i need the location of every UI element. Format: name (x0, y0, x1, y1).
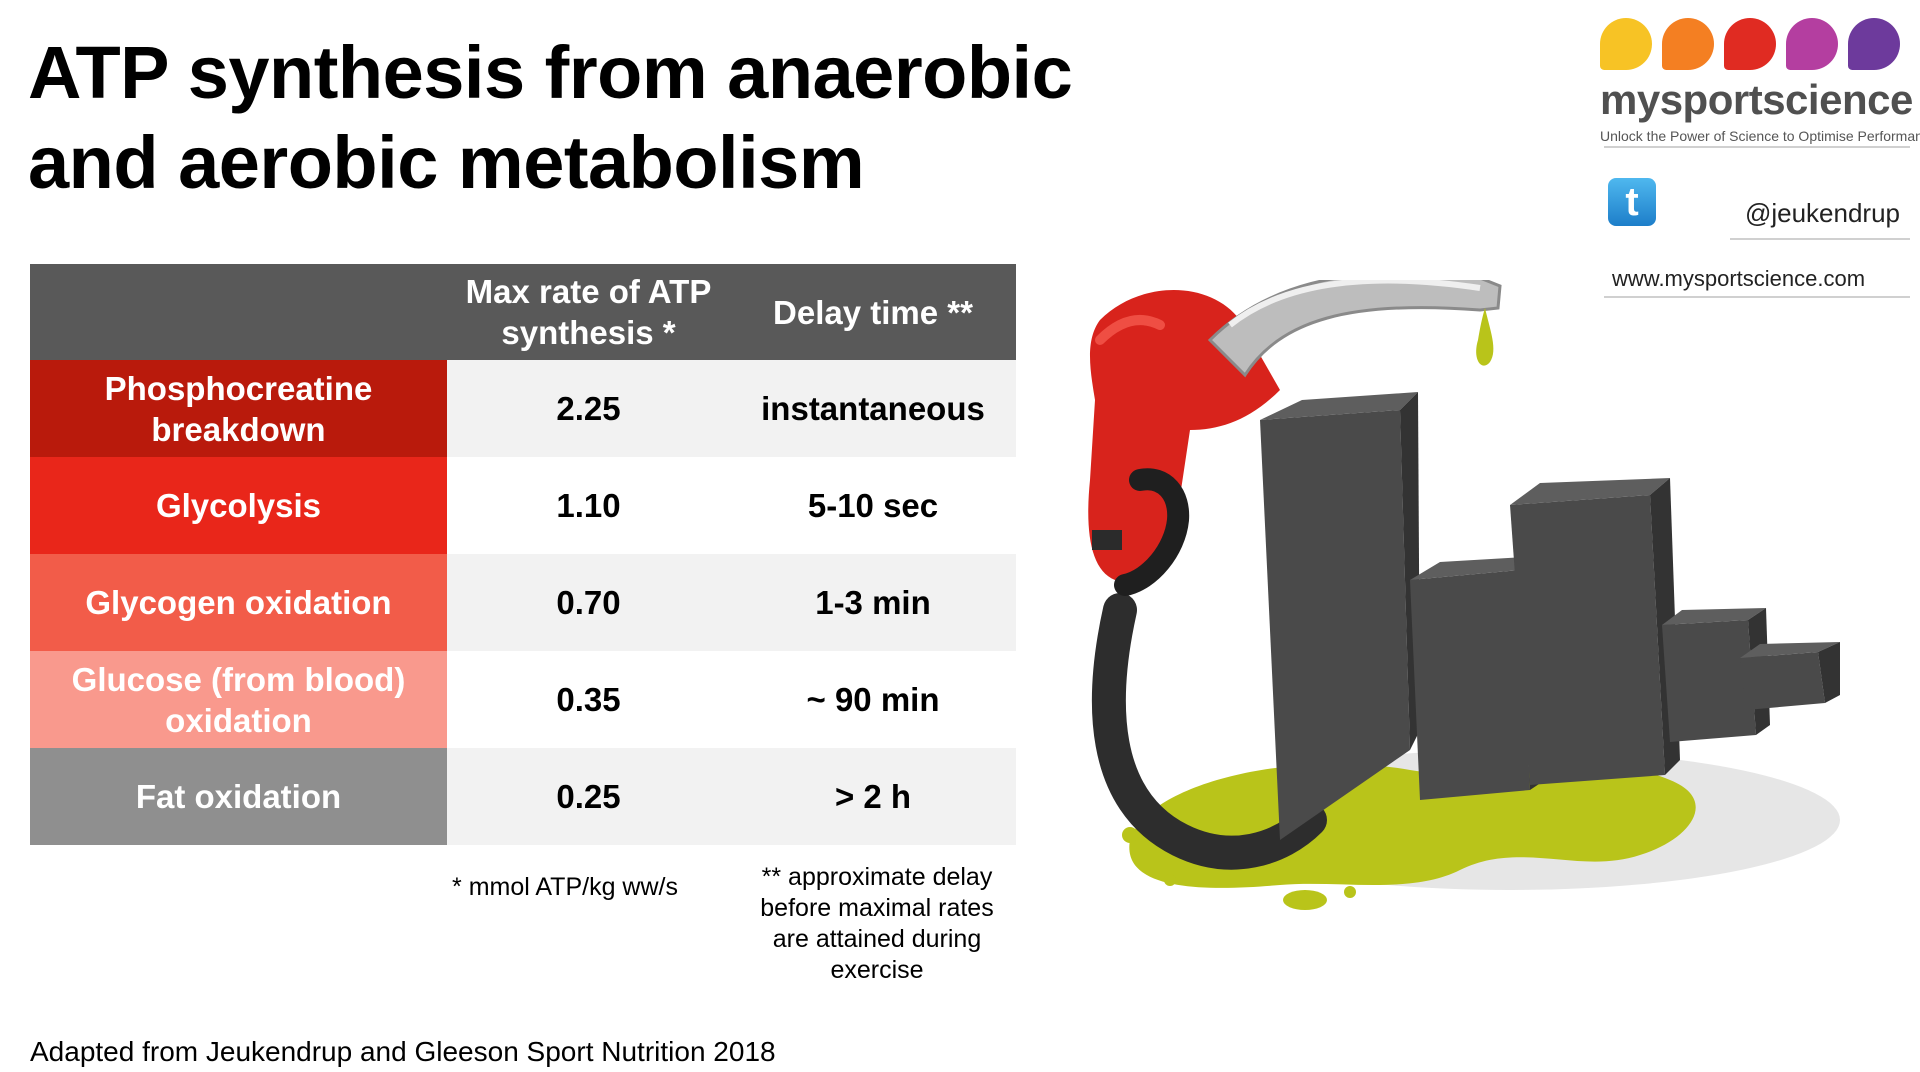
row-label-line1: Glycogen oxidation (85, 584, 392, 621)
fuel-droplet (1283, 890, 1327, 910)
header-empty-cell (30, 264, 447, 360)
nozzle-trigger (1114, 468, 1190, 596)
delay-footnote-line2: before maximal rates (760, 894, 994, 922)
rate-cell: 0.70 (447, 554, 730, 651)
logo-drop-orange (1662, 18, 1714, 70)
row-label-line1: Glucose (from blood) (71, 660, 406, 698)
header-max-rate-line1: Max rate of ATP (465, 273, 712, 310)
logo-drop-purple (1848, 18, 1900, 70)
atp-synthesis-table: Max rate of ATP synthesis * Delay time *… (30, 264, 1016, 845)
row-label-glucose-oxidation: Glucose (from blood) oxidation (30, 651, 447, 748)
delay-cell: 5-10 sec (730, 457, 1016, 554)
delay-cell: ~ 90 min (730, 651, 1016, 748)
table-row: Glycolysis 1.10 5-10 sec (30, 457, 1016, 554)
title-line-1: ATP synthesis from anaerobic (28, 31, 1073, 114)
row-label-line2: oxidation (165, 701, 312, 739)
table-row: Phosphocreatine breakdown 2.25 instantan… (30, 360, 1016, 457)
fuel-drip (1476, 308, 1494, 366)
twitter-icon[interactable]: t (1608, 178, 1656, 226)
twitter-handle-row[interactable]: t @jeukendrup (1608, 178, 1908, 228)
logo-drops (1600, 18, 1910, 70)
logo-drop-magenta (1786, 18, 1838, 70)
rate-cell: 1.10 (447, 457, 730, 554)
delay-cell: instantaneous (730, 360, 1016, 457)
row-label-line1: Glycolysis (155, 487, 322, 524)
header-max-rate-line2: synthesis * (501, 314, 676, 351)
delay-footnote-line3: are attained during (772, 925, 982, 953)
logo-drop-red (1724, 18, 1776, 70)
logo-drop-yellow (1600, 18, 1652, 70)
fuel-nozzle (1088, 280, 1502, 596)
row-label-line1: Fat oxidation (135, 778, 342, 815)
nozzle-spout (1207, 280, 1502, 378)
divider (1730, 238, 1910, 240)
delay-footnote-line1: ** approximate delay (761, 863, 993, 891)
header-max-rate: Max rate of ATP synthesis * (447, 264, 730, 360)
title-line-2: and aerobic metabolism (28, 121, 865, 204)
row-label-line2: breakdown (151, 410, 326, 448)
row-label-glycogen-oxidation: Glycogen oxidation (30, 554, 447, 651)
brand-tagline: Unlock the Power of Science to Optimise … (1600, 128, 1920, 144)
fuel-droplet (1164, 874, 1176, 886)
delay-footnote-line4: exercise (830, 956, 924, 984)
header-delay-time: Delay time ** (730, 264, 1016, 360)
fuel-droplet (1122, 827, 1138, 843)
table-header-row: Max rate of ATP synthesis * Delay time *… (30, 264, 1016, 360)
divider (1604, 296, 1910, 298)
row-label-glycolysis: Glycolysis (30, 457, 447, 554)
rate-cell: 2.25 (447, 360, 730, 457)
fuel-pump-bar-chart-illustration (1088, 280, 1840, 910)
mysportscience-logo: mysportscience Unlock the Power of Scien… (1600, 18, 1920, 144)
brand-name: mysportscience (1600, 76, 1913, 123)
bar-3 (1510, 478, 1680, 785)
delay-footnote: ** approximate delay before maximal rate… (732, 862, 1022, 986)
table-row: Glucose (from blood) oxidation 0.35 ~ 90… (30, 651, 1016, 748)
bar-chart (1260, 392, 1840, 840)
page-title: ATP synthesis from anaerobic and aerobic… (28, 28, 1148, 208)
row-label-fat-oxidation: Fat oxidation (30, 748, 447, 845)
source-citation: Adapted from Jeukendrup and Gleeson Spor… (30, 1036, 776, 1067)
fuel-droplet (1344, 886, 1356, 898)
rate-cell: 0.25 (447, 748, 730, 845)
twitter-handle[interactable]: @jeukendrup (1744, 198, 1900, 228)
rate-unit-note: * mmol ATP/kg ww/s (452, 873, 678, 901)
divider (1604, 146, 1910, 148)
delay-cell: 1-3 min (730, 554, 1016, 651)
row-label-phosphocreatine: Phosphocreatine breakdown (30, 360, 447, 457)
bar-5 (1740, 642, 1840, 710)
row-label-line1: Phosphocreatine (104, 369, 373, 407)
rate-cell: 0.35 (447, 651, 730, 748)
fuel-hose (1091, 593, 1327, 870)
table-row: Glycogen oxidation 0.70 1-3 min (30, 554, 1016, 651)
delay-cell: > 2 h (730, 748, 1016, 845)
table-row: Fat oxidation 0.25 > 2 h (30, 748, 1016, 845)
website-link[interactable]: www.mysportscience.com (1612, 266, 1866, 291)
